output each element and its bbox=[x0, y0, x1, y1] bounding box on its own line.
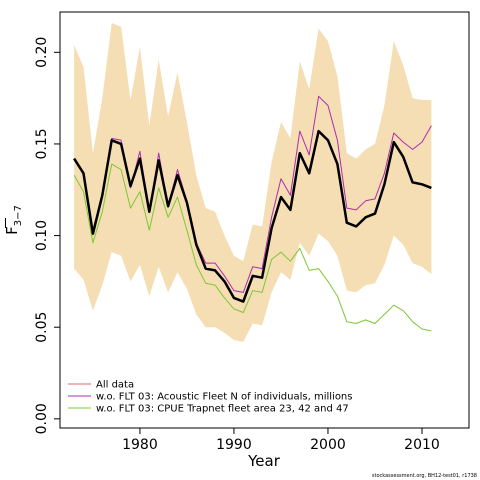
band-area bbox=[74, 23, 432, 342]
legend-label-1: w.o. FLT 03: Acoustic Fleet N of individ… bbox=[96, 392, 352, 403]
series-line-0 bbox=[73, 129, 432, 303]
x-axis: 1980 1990 2000 2010 bbox=[122, 428, 440, 453]
y-axis-title: F3−7 bbox=[3, 205, 24, 235]
footer-credit: stockassessment.org, BH12-test01, r1738 bbox=[372, 473, 477, 479]
confidence-band bbox=[74, 23, 432, 342]
series-lines bbox=[73, 95, 432, 332]
y-axis-title-subscript: 3−7 bbox=[13, 205, 24, 226]
x-tick-label-2: 2000 bbox=[310, 437, 346, 453]
y-tick-label-4: 0.20 bbox=[34, 37, 50, 68]
y-axis-title-main: F bbox=[3, 226, 21, 235]
x-tick-label-0: 1980 bbox=[122, 437, 158, 453]
y-tick-label-0: 0.00 bbox=[34, 403, 50, 434]
plot-frame bbox=[59, 11, 470, 429]
series-line-2 bbox=[73, 163, 432, 332]
y-tick-label-2: 0.10 bbox=[34, 220, 50, 251]
y-tick-label-1: 0.05 bbox=[34, 312, 50, 343]
legend-label-0: All data bbox=[96, 380, 134, 391]
y-axis: 0.00 0.05 0.10 0.15 0.20 bbox=[34, 37, 60, 434]
legend-label-2: w.o. FLT 03: CPUE Trapnet fleet area 23,… bbox=[96, 404, 349, 415]
y-tick-label-3: 0.15 bbox=[34, 128, 50, 159]
x-tick-label-3: 2010 bbox=[404, 437, 440, 453]
x-axis-title: Year bbox=[247, 452, 281, 470]
svg-text:F3−7: F3−7 bbox=[3, 205, 24, 235]
x-tick-label-1: 1990 bbox=[216, 437, 252, 453]
